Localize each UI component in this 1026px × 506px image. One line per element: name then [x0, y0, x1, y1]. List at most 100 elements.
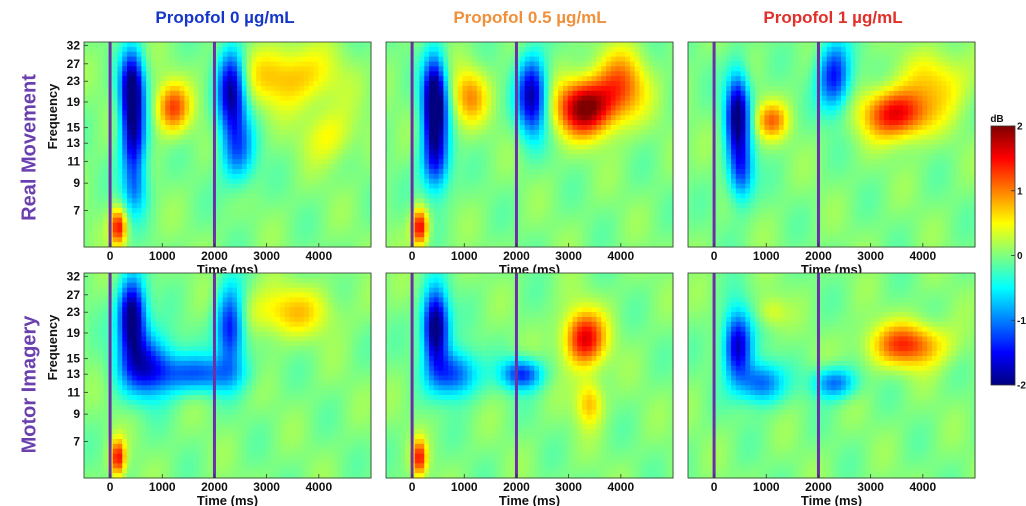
heatmap-cell [131, 46, 138, 53]
heatmap-cell [606, 164, 612, 170]
heatmap-cell [198, 42, 205, 48]
heatmap-cell [639, 168, 645, 175]
heatmap-cell [251, 51, 257, 58]
heatmap-cell [222, 173, 229, 180]
heatmap-cell [299, 144, 305, 150]
heatmap-cell [337, 212, 343, 219]
heatmap-cell [414, 203, 421, 209]
heatmap-cell [366, 51, 372, 58]
heatmap-cell [438, 66, 444, 72]
heatmap-cell [601, 115, 607, 121]
heatmap-cell [606, 120, 612, 126]
heatmap-cell [448, 85, 454, 92]
heatmap-cell [395, 105, 401, 111]
heatmap-cell [131, 168, 138, 175]
heatmap-cell [649, 76, 655, 82]
heatmap-cell [462, 124, 468, 131]
heatmap-cell [452, 232, 459, 238]
heatmap-cell [299, 120, 305, 126]
heatmap-cell [620, 144, 626, 150]
heatmap-cell [653, 178, 660, 185]
heatmap-cell [448, 134, 454, 141]
heatmap-cell [189, 159, 195, 165]
heatmap-cell [658, 159, 665, 165]
heatmap-cell [462, 100, 468, 107]
heatmap-cell [491, 110, 497, 116]
heatmap-cell [308, 76, 315, 82]
heatmap-cell [586, 242, 593, 248]
heatmap-cell [103, 173, 109, 180]
heatmap-cell [275, 61, 281, 67]
heatmap-cell [582, 76, 588, 82]
heatmap-cell [103, 198, 109, 204]
heatmap-cell [529, 61, 535, 67]
heatmap-cell [448, 129, 454, 136]
heatmap-cell [141, 139, 147, 146]
heatmap-cell [629, 222, 636, 229]
heatmap-cell [289, 51, 296, 58]
heatmap-cell [112, 149, 119, 155]
heatmap-cell [615, 139, 621, 146]
heatmap-cell [586, 105, 593, 111]
heatmap-cell [500, 81, 507, 87]
heatmap-cell [457, 217, 464, 224]
heatmap-cell [429, 242, 435, 248]
heatmap-cell [472, 76, 478, 82]
heatmap-cell [606, 90, 612, 97]
heatmap-cell [308, 164, 315, 170]
heatmap-cell [165, 115, 171, 121]
heatmap-cell [519, 207, 526, 214]
heatmap-cell [457, 85, 464, 92]
heatmap-cell [241, 183, 248, 190]
heatmap-cell [529, 76, 535, 82]
heatmap-cell [548, 61, 555, 67]
heatmap-cell [222, 100, 229, 107]
heatmap-cell [390, 85, 397, 92]
heatmap-cell [510, 159, 516, 165]
heatmap-cell [644, 154, 650, 160]
heatmap-cell [88, 61, 95, 67]
heatmap-cell [294, 198, 300, 204]
heatmap-cell [308, 203, 315, 209]
heatmap-cell [98, 120, 104, 126]
heatmap-cell [386, 154, 392, 160]
heatmap-cell [318, 105, 324, 111]
heatmap-cell [577, 183, 583, 190]
heatmap-cell [586, 129, 593, 136]
heatmap-cell [390, 164, 397, 170]
heatmap-cell [601, 129, 607, 136]
heatmap-cell [203, 124, 209, 131]
heatmap-cell [539, 129, 545, 136]
heatmap-cell [203, 173, 209, 180]
heatmap-cell [438, 115, 444, 121]
heatmap-cell [539, 66, 545, 72]
heatmap-cell [189, 203, 195, 209]
heatmap-cell [524, 207, 531, 214]
heatmap-cell [558, 76, 564, 82]
heatmap-cell [620, 76, 626, 82]
heatmap-cell [270, 95, 276, 102]
heatmap-cell [294, 227, 300, 233]
heatmap-cell [443, 81, 449, 87]
heatmap-cell [429, 183, 435, 190]
heatmap-cell [577, 134, 583, 141]
heatmap-cell [327, 120, 334, 126]
heatmap-cell [98, 139, 104, 146]
heatmap-cell [390, 203, 397, 209]
heatmap-cell [510, 105, 516, 111]
heatmap-cell [582, 237, 588, 243]
heatmap-cell [289, 237, 296, 243]
heatmap-cell [467, 168, 473, 175]
heatmap-cell [543, 198, 550, 204]
heatmap-cell [313, 56, 319, 63]
heatmap-cell [356, 242, 363, 248]
heatmap-cell [625, 120, 631, 126]
heatmap-cell [414, 100, 421, 107]
heatmap-cell [424, 56, 430, 63]
heatmap-cell [332, 207, 339, 214]
heatmap-cell [615, 124, 621, 131]
heatmap-cell [284, 154, 291, 160]
heatmap-cell [620, 212, 626, 219]
heatmap-cell [491, 188, 497, 194]
heatmap-cell [203, 110, 209, 116]
